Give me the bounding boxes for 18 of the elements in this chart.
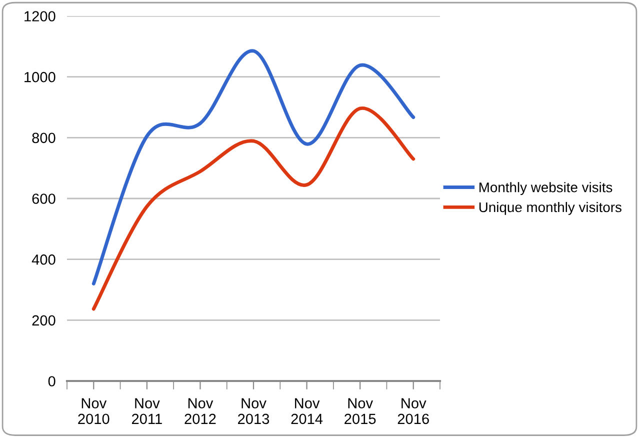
y-tick-label: 0 (48, 376, 56, 386)
x-tick-label: Nov 2011 (132, 398, 162, 424)
x-tick-label: Nov 2012 (184, 398, 216, 424)
y-tick-label: 800 (32, 132, 56, 144)
x-tick-label: Nov 2013 (238, 398, 270, 424)
legend-label: Monthly website visits (480, 182, 612, 196)
y-tick-label: 1000 (24, 72, 56, 82)
x-tick-label: Nov 2016 (398, 398, 429, 424)
line-series (92, 106, 416, 311)
line-series (92, 49, 416, 286)
y-tick-label: 600 (32, 194, 56, 204)
legend-label: Unique monthly visitors (479, 202, 622, 215)
x-tick-label: Nov 2010 (78, 398, 110, 424)
y-tick-label: 200 (32, 315, 56, 326)
y-tick-label: 1200 (24, 11, 56, 22)
x-tick-label: Nov 2015 (344, 398, 376, 424)
x-tick-label: Nov 2014 (291, 398, 323, 424)
y-tick-label: 400 (32, 254, 56, 265)
